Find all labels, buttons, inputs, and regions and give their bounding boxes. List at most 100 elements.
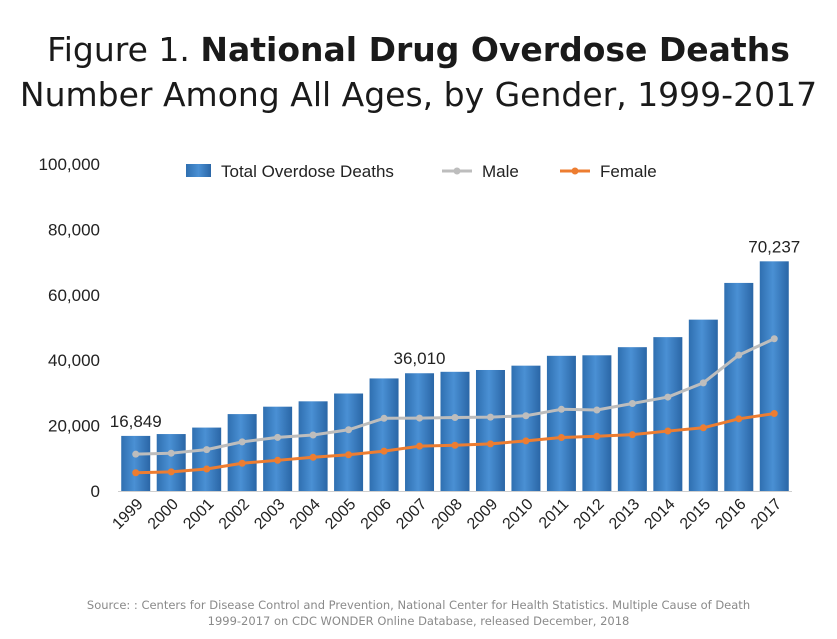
x-tick-label: 2007 <box>393 496 430 533</box>
x-tick-label: 2013 <box>606 496 643 533</box>
male-point <box>274 433 282 441</box>
bar <box>156 434 186 491</box>
female-point <box>699 424 707 432</box>
male-point <box>380 414 388 422</box>
x-tick-label: 2015 <box>677 496 714 533</box>
legend-swatch-total <box>186 164 211 177</box>
bar <box>369 378 399 491</box>
male-point <box>167 449 175 457</box>
x-tick-label: 2017 <box>748 496 785 533</box>
data-label: 16,849 <box>110 412 162 431</box>
male-point <box>451 414 459 422</box>
legend-label-male: Male <box>482 162 519 181</box>
bar <box>263 406 293 491</box>
source-note: Source: : Centers for Disease Control an… <box>0 597 837 629</box>
chart-subtitle: Number Among All Ages, by Gender, 1999-2… <box>19 75 818 114</box>
bar <box>192 427 222 491</box>
bar <box>653 337 683 491</box>
bar <box>546 355 576 491</box>
female-point <box>451 441 459 449</box>
x-tick-label: 2006 <box>358 496 395 533</box>
x-tick-label: 2011 <box>536 496 572 532</box>
male-point <box>522 412 530 420</box>
female-point <box>309 453 317 461</box>
source-line-1: Source: : Centers for Disease Control an… <box>86 598 751 612</box>
bar <box>405 373 435 491</box>
x-tick-label: 2001 <box>180 496 217 533</box>
female-point <box>557 434 565 442</box>
bar-line-chart: 0 20,000 40,000 60,000 80,000 100,000 19992000… <box>39 155 801 533</box>
bar <box>511 365 541 491</box>
data-label: 70,237 <box>748 237 800 256</box>
title-bold: National Drug Overdose Deaths <box>200 30 790 69</box>
title-prefix: Figure 1. <box>47 30 190 69</box>
female-point <box>274 456 282 464</box>
x-tick-label: 2012 <box>571 496 608 533</box>
female-point <box>486 440 494 448</box>
bar <box>440 371 470 491</box>
male-point <box>735 351 743 359</box>
x-tick-label: 2002 <box>216 496 253 533</box>
x-tick-label: 2008 <box>429 496 466 533</box>
female-point <box>735 415 743 423</box>
x-tick-label: 2005 <box>322 496 359 533</box>
female-point <box>238 459 246 467</box>
bar <box>617 347 647 491</box>
bar <box>759 261 789 491</box>
x-tick-label: 2004 <box>287 496 324 533</box>
y-tick-label: 60,000 <box>48 286 100 305</box>
male-point <box>345 426 353 434</box>
title-line-1: Figure 1. National Drug Overdose Deaths <box>0 28 837 72</box>
bar <box>227 414 257 491</box>
y-tick-label: 40,000 <box>48 351 100 370</box>
female-point <box>416 442 424 450</box>
y-tick-label: 20,000 <box>48 417 100 436</box>
y-tick-label: 80,000 <box>48 220 100 239</box>
x-tick-label: 2010 <box>500 496 537 533</box>
x-tick-label: 2003 <box>251 496 288 533</box>
x-tick-label: 2009 <box>464 496 501 533</box>
male-point <box>593 406 601 414</box>
bar <box>298 401 328 491</box>
bar <box>688 319 718 491</box>
female-point <box>345 451 353 459</box>
bar <box>724 282 754 491</box>
male-point <box>770 335 778 343</box>
female-point <box>203 465 211 473</box>
data-label: 36,010 <box>394 349 446 368</box>
male-point <box>203 446 211 454</box>
y-tick-label: 100,000 <box>39 155 100 174</box>
female-point <box>593 432 601 440</box>
legend-label-total: Total Overdose Deaths <box>221 162 394 181</box>
male-point <box>628 400 636 408</box>
female-point <box>664 427 672 435</box>
legend-swatch-female-marker <box>571 167 579 175</box>
male-point <box>699 379 707 387</box>
male-point <box>557 405 565 413</box>
male-point <box>238 438 246 446</box>
y-tick-label: 0 <box>91 482 100 501</box>
chart-title: Figure 1. National Drug Overdose Deaths … <box>0 28 837 118</box>
female-point <box>132 469 140 477</box>
male-point <box>664 393 672 401</box>
x-tick-label: 1999 <box>109 496 146 533</box>
male-point <box>416 414 424 422</box>
male-point <box>309 431 317 439</box>
x-tick-label: 2016 <box>712 496 749 533</box>
female-point <box>380 447 388 455</box>
source-line-2: 1999-2017 on CDC WONDER Online Database,… <box>207 614 630 628</box>
bar <box>475 369 505 491</box>
x-tick-label: 2014 <box>641 496 678 533</box>
female-point <box>167 468 175 476</box>
female-point <box>628 431 636 439</box>
female-point <box>522 437 530 445</box>
bar <box>582 355 612 491</box>
male-point <box>486 413 494 421</box>
x-tick-label: 2000 <box>145 496 182 533</box>
female-point <box>770 410 778 418</box>
legend-swatch-male-marker <box>453 167 461 175</box>
legend-label-female: Female <box>600 162 657 181</box>
bar <box>121 435 151 491</box>
bar <box>334 393 364 491</box>
